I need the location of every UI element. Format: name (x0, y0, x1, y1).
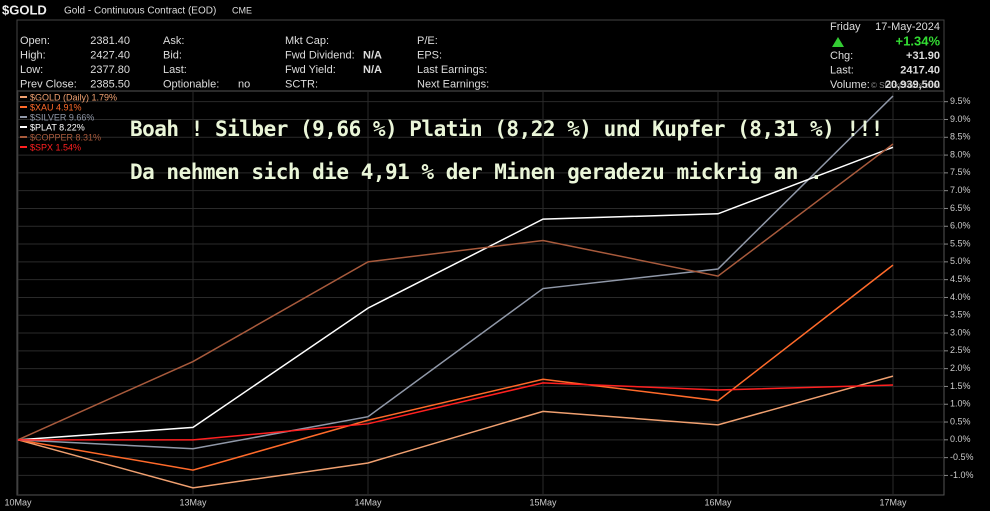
x-tick-label: 15May (529, 497, 557, 507)
chart-title: $GOLD (2, 2, 47, 17)
legend-swatch (20, 116, 27, 118)
y-tick-label: 9.0% (950, 114, 971, 124)
change-pct: +1.34% (896, 33, 941, 48)
summary-label: Chg: (830, 50, 853, 62)
series-line (17, 143, 894, 441)
legend-label: $XAU 4.91% (30, 102, 82, 112)
quote-value: N/A (363, 64, 382, 76)
quote-value: 2381.40 (90, 35, 130, 47)
y-tick-label: 7.0% (950, 185, 971, 195)
summary-value: 2417.40 (900, 64, 940, 76)
quote-value: 2385.50 (90, 78, 130, 90)
quote-label: Optionable: (163, 78, 219, 90)
quote-value: no (238, 78, 250, 90)
series-line (17, 95, 894, 450)
y-tick-label: 0.0% (950, 434, 971, 444)
summary-value: 20,939,500 (885, 79, 940, 91)
quote-label: Last: (163, 64, 187, 76)
legend-swatch (20, 106, 27, 108)
quote-label: Fwd Yield: (285, 64, 336, 76)
y-tick-label: -1.0% (950, 470, 974, 480)
quote-label: Bid: (163, 49, 182, 61)
y-tick-label: 8.5% (950, 132, 971, 142)
quote-label: Low: (20, 64, 43, 76)
quote-label: Prev Close: (20, 78, 77, 90)
legend-swatch (20, 136, 27, 138)
summary-label: Volume: (830, 79, 870, 91)
y-tick-label: 6.5% (950, 203, 971, 213)
quote-label: Mkt Cap: (285, 35, 329, 47)
exchange: CME (232, 5, 252, 15)
annotation: Da nehmen sich die 4,91 % der Minen gera… (130, 160, 822, 184)
y-tick-label: 2.5% (950, 345, 971, 355)
quote-label: Open: (20, 35, 50, 47)
x-tick-label: 14May (354, 497, 382, 507)
series-line (18, 382, 894, 441)
legend-label: $SPX 1.54% (30, 142, 81, 152)
series-line (17, 375, 894, 489)
info-panel (16, 19, 945, 92)
y-tick-label: 2.0% (950, 363, 971, 373)
quote-label: SCTR: (285, 78, 318, 90)
y-tick-label: 6.0% (950, 221, 971, 231)
day: Friday (830, 21, 861, 33)
quote-label: Next Earnings: (417, 78, 489, 90)
plot-frame (16, 90, 945, 496)
series-line (17, 146, 894, 441)
y-tick-label: 4.0% (950, 292, 971, 302)
legend-swatch (20, 146, 27, 148)
x-tick-label: 13May (179, 497, 207, 507)
x-tick-label: 16May (704, 497, 732, 507)
date: 17-May-2024 (875, 21, 940, 33)
y-tick-label: 8.0% (950, 149, 971, 159)
y-tick-label: 3.0% (950, 327, 971, 337)
legend-swatch (20, 126, 27, 128)
y-tick-label: 5.0% (950, 256, 971, 266)
y-tick-label: 0.5% (950, 416, 971, 426)
series-line (17, 264, 894, 471)
quote-label: High: (20, 49, 46, 61)
subtitle: Gold - Continuous Contract (EOD) (64, 6, 216, 17)
legend-label: $PLAT 8.22% (30, 122, 85, 132)
y-tick-label: 1.0% (950, 399, 971, 409)
legend-label: $COPPER 8.31% (30, 132, 101, 142)
legend-swatch (20, 96, 27, 98)
y-tick-label: -0.5% (950, 452, 974, 462)
summary-label: Last: (830, 64, 854, 76)
quote-label: EPS: (417, 49, 442, 61)
quote-value: 2377.80 (90, 64, 130, 76)
y-tick-label: 9.5% (950, 96, 971, 106)
y-tick-label: 3.5% (950, 310, 971, 320)
quote-label: Fwd Dividend: (285, 49, 355, 61)
quote-value: N/A (363, 49, 382, 61)
quote-value: 2427.40 (90, 49, 130, 61)
y-tick-label: 7.5% (950, 167, 971, 177)
y-tick-label: 4.5% (950, 274, 971, 284)
x-tick-label: 10May (4, 497, 32, 507)
watermark: © StockCharts.com (871, 81, 940, 90)
summary-value: +31.90 (906, 50, 940, 62)
quote-label: Ask: (163, 35, 184, 47)
legend-label: $GOLD (Daily) 1.79% (30, 92, 117, 102)
x-tick-label: 17May (879, 497, 907, 507)
y-tick-label: 5.5% (950, 238, 971, 248)
up-arrow (832, 37, 844, 47)
annotation: Boah ! Silber (9,66 %) Platin (8,22 %) u… (130, 117, 883, 141)
y-tick-label: 1.5% (950, 381, 971, 391)
quote-label: P/E: (417, 35, 438, 47)
legend-label: $SILVER 9.66% (30, 112, 94, 122)
quote-label: Last Earnings: (417, 64, 487, 76)
